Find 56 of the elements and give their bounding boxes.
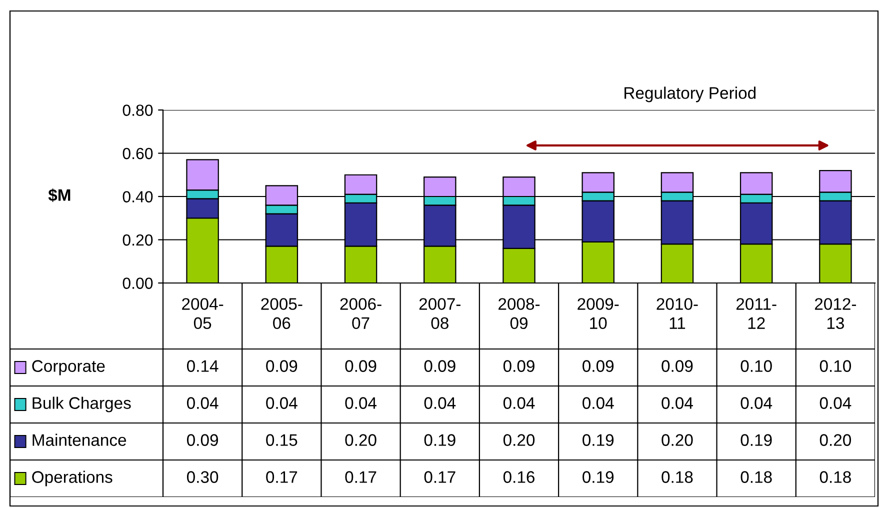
data-label: 0.19 bbox=[740, 434, 772, 446]
y-tick-label: 0.60 bbox=[122, 148, 153, 160]
data-label: 0.09 bbox=[582, 360, 614, 372]
data-label: 0.19 bbox=[424, 434, 456, 446]
x-tick-label: 2004- 05 bbox=[182, 298, 224, 330]
data-label: 0.09 bbox=[424, 360, 456, 372]
data-label: 0.20 bbox=[503, 434, 535, 446]
legend-label: Bulk Charges bbox=[32, 396, 131, 412]
x-tick-label: 2008- 09 bbox=[498, 298, 540, 330]
data-label: 0.09 bbox=[503, 360, 534, 372]
data-label: 0.04 bbox=[345, 397, 377, 409]
data-label: 0.19 bbox=[582, 434, 614, 446]
data-label: 0.09 bbox=[662, 360, 693, 372]
data-label: 0.17 bbox=[424, 471, 456, 483]
data-label: 0.09 bbox=[266, 360, 298, 372]
y-axis-title: $M bbox=[48, 188, 70, 202]
data-label: 0.10 bbox=[820, 360, 852, 372]
data-label: 0.18 bbox=[662, 471, 693, 483]
x-tick-label: 2012- 13 bbox=[814, 298, 856, 330]
data-label: 0.04 bbox=[740, 397, 772, 409]
text: Regulatory Period bbox=[624, 86, 756, 102]
data-label: 0.18 bbox=[820, 471, 851, 483]
y-tick-label: 0.40 bbox=[122, 191, 153, 202]
legend-label: Corporate bbox=[32, 360, 105, 376]
data-label: 0.17 bbox=[345, 471, 376, 483]
x-tick-label: 2010- 11 bbox=[656, 298, 698, 329]
data-label: 0.15 bbox=[266, 434, 298, 446]
y-tick-label: 0.20 bbox=[122, 234, 153, 246]
data-label: 0.04 bbox=[266, 397, 298, 409]
data-label: 0.20 bbox=[662, 434, 693, 446]
legend-label: Maintenance bbox=[32, 434, 126, 446]
data-label: 0.14 bbox=[186, 360, 218, 372]
x-tick-label: 2005- 06 bbox=[261, 298, 302, 330]
data-label: 0.17 bbox=[266, 471, 298, 483]
data-label: 0.04 bbox=[582, 397, 614, 409]
x-tick-label: 2006- 07 bbox=[340, 298, 382, 330]
x-tick-label: 2009- 10 bbox=[578, 298, 619, 330]
y-tick-label: 0.80 bbox=[122, 104, 153, 116]
x-tick-label: 2007- 08 bbox=[419, 298, 460, 330]
data-label: 0.09 bbox=[186, 434, 218, 446]
data-label: 0.19 bbox=[582, 471, 614, 483]
data-label: 0.04 bbox=[424, 397, 456, 409]
legend-label: Operations bbox=[32, 470, 112, 486]
data-label: 0.10 bbox=[740, 360, 772, 372]
data-label: 0.09 bbox=[345, 360, 376, 372]
data-label: 0.18 bbox=[740, 471, 772, 483]
x-tick-label: 2011- 12 bbox=[736, 298, 776, 329]
data-label: 0.04 bbox=[186, 397, 218, 409]
data-label: 0.04 bbox=[503, 397, 535, 409]
data-label: 0.20 bbox=[345, 434, 376, 446]
data-label: 0.16 bbox=[503, 471, 534, 483]
y-tick-label: 0.00 bbox=[122, 278, 153, 289]
data-label: 0.20 bbox=[820, 434, 852, 446]
data-label: 0.04 bbox=[662, 397, 693, 409]
data-label: 0.30 bbox=[186, 471, 218, 483]
data-label: 0.04 bbox=[820, 397, 852, 409]
